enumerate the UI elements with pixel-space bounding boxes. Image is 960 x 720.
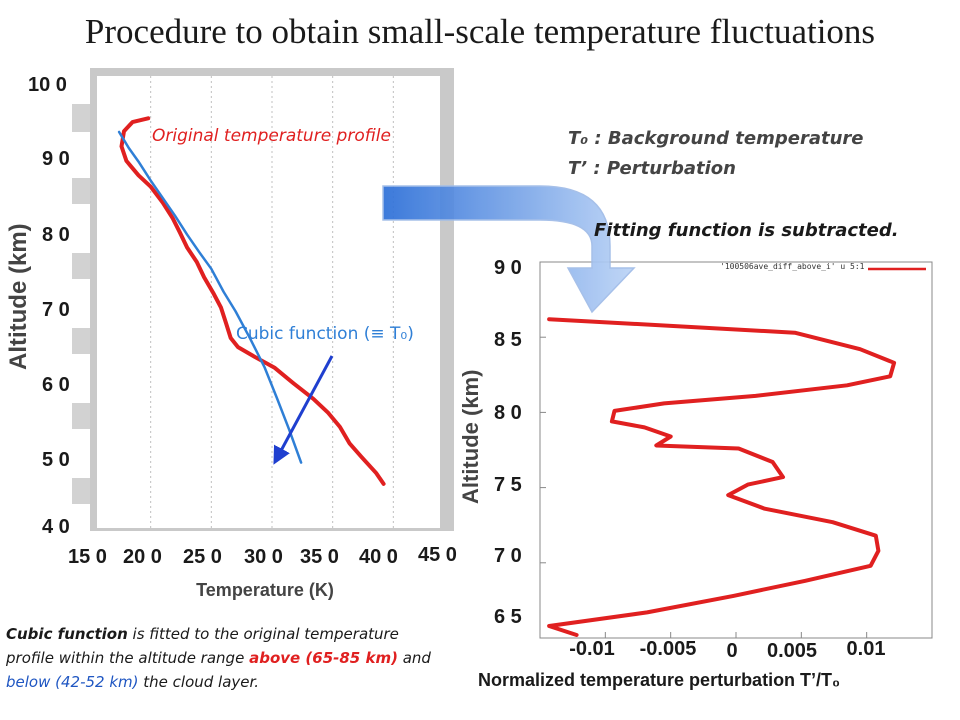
right-y-tick-65: 6 5 [494,606,522,628]
left-axis-bars [72,104,90,504]
right-y-tick-90: 9 0 [494,257,522,279]
page-title: Procedure to obtain small-scale temperat… [84,12,876,51]
right-x-tick-neg001: -0.01 [569,638,615,660]
cubic-function-line [117,130,303,464]
left-y-tick-100: 10 0 [28,74,67,96]
subtract-arrow-icon [382,185,636,314]
caption-text-3: the cloud layer. [138,673,260,691]
caption-text-2: and [397,649,431,667]
left-y-tick-40: 4 0 [42,516,70,538]
right-y-tick-80: 8 0 [494,402,522,424]
caption-above-range: above (65-85 km) [249,649,398,667]
left-gridlines [150,76,394,528]
perturbation-note: T’ : Perturbation [568,158,736,179]
left-x-tick-150: 15 0 [68,546,107,568]
right-series-group [547,317,897,637]
left-x-axis-label: Temperature (K) [160,580,370,601]
right-x-axis-label: Normalized temperature perturbation T’/T… [478,670,841,690]
caption-cubic-term: Cubic function [6,625,128,643]
caption-below-range: below (42-52 km) [6,673,139,691]
cubic-pointer-arrow [273,355,334,465]
right-x-tick-0005: 0.005 [766,640,818,662]
original-profile-label: Original temperature profile [152,126,391,146]
right-x-tick-001: 0.01 [846,638,886,660]
left-x-tick-250: 25 0 [183,546,222,568]
left-y-tick-60: 6 0 [42,374,70,396]
right-x-tick-neg0005: -0.005 [639,638,697,660]
left-y-axis-label: Altitude (km) [5,223,32,370]
left-y-tick-50: 5 0 [42,449,70,471]
left-x-tick-300: 30 0 [244,546,283,568]
left-x-tick-450: 45 0 [418,544,457,566]
left-x-tick-400: 40 0 [359,546,398,568]
left-plot-frame [90,68,454,531]
perturbation-line [547,317,897,637]
right-y-axis-label: Altitude (km) [458,369,483,504]
right-y-tick-85: 8 5 [494,329,522,351]
original-profile-line [119,116,386,486]
left-y-tick-90: 9 0 [42,148,70,170]
right-y-tick-70: 7 0 [494,545,522,567]
left-x-tick-350: 35 0 [300,546,339,568]
right-legend-label: '100506ave_diff_above_i' u 5:1 [720,262,864,271]
caption-text-1: is fitted to the original temperature pr… [6,625,399,667]
left-y-tick-80: 8 0 [42,224,70,246]
fitting-function-note: Fitting function is subtracted. [594,220,899,241]
right-y-tick-75: 7 5 [494,474,522,496]
left-x-tick-200: 20 0 [123,546,162,568]
background-temperature-note: T₀ : Background temperature [568,128,864,149]
left-series-group [117,116,386,486]
left-y-tick-70: 7 0 [42,299,70,321]
method-caption: Cubic function is fitted to the original… [6,622,442,694]
cubic-function-label: Cubic function (≡ T₀) [236,324,414,344]
right-tickmarks [540,336,868,638]
right-x-tick-0: 0 [726,640,738,662]
